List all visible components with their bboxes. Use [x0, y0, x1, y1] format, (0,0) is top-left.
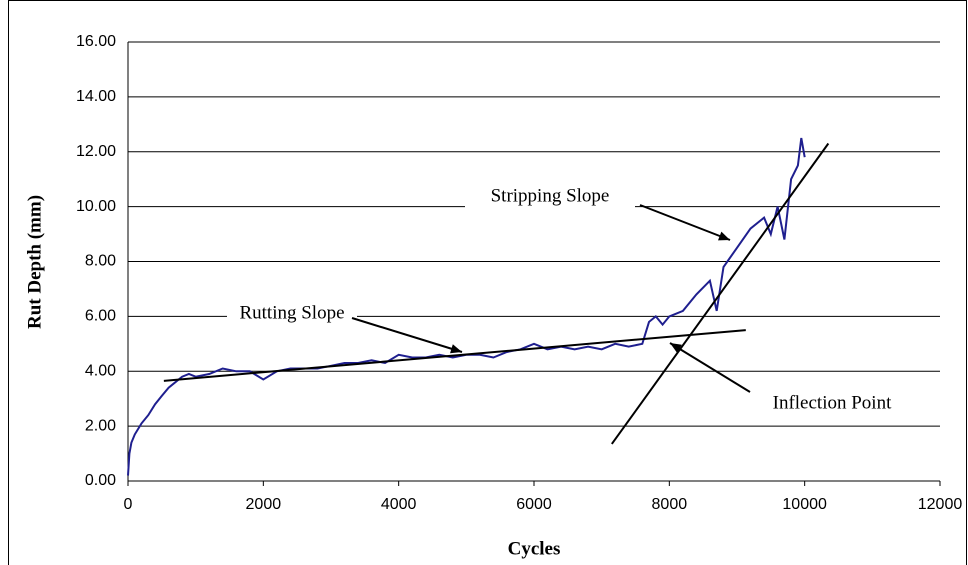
y-tick-label: 12.00	[76, 143, 116, 160]
x-tick-label: 6000	[516, 496, 552, 513]
x-tick-label: 4000	[381, 496, 417, 513]
x-tick-label: 10000	[782, 496, 827, 513]
x-axis-label: Cycles	[508, 538, 561, 559]
y-tick-label: 14.00	[76, 88, 116, 105]
annotation-arrow-head	[718, 231, 730, 241]
annotation-arrow	[669, 342, 751, 393]
y-axis-label: Rut Depth (mm)	[24, 195, 45, 329]
annotation: Inflection Point	[773, 392, 892, 413]
y-tick-label: 4.00	[85, 362, 116, 379]
annotation: Stripping Slope	[491, 185, 610, 206]
label-bg	[465, 185, 635, 209]
x-tick-label: 12000	[918, 496, 963, 513]
y-tick-label: 8.00	[85, 253, 116, 270]
frame	[8, 0, 967, 565]
annotation-arrow	[351, 317, 463, 353]
y-tick-label: 2.00	[85, 417, 116, 434]
x-tick-label: 8000	[652, 496, 688, 513]
annotation-arrow-head	[670, 343, 682, 353]
trend-line	[163, 329, 746, 382]
y-tick-label: 6.00	[85, 308, 116, 325]
x-tick-label: 2000	[246, 496, 282, 513]
annotation: Rutting Slope	[239, 302, 344, 323]
y-tick-label: 16.00	[76, 33, 116, 50]
trend-line	[611, 142, 830, 445]
x-tick-label: 0	[124, 496, 133, 513]
label-bg	[227, 302, 357, 326]
annotation-arrow-head	[450, 344, 462, 354]
annotation-arrow	[639, 204, 731, 241]
y-tick-label: 0.00	[85, 472, 116, 489]
y-tick-label: 10.00	[76, 198, 116, 215]
